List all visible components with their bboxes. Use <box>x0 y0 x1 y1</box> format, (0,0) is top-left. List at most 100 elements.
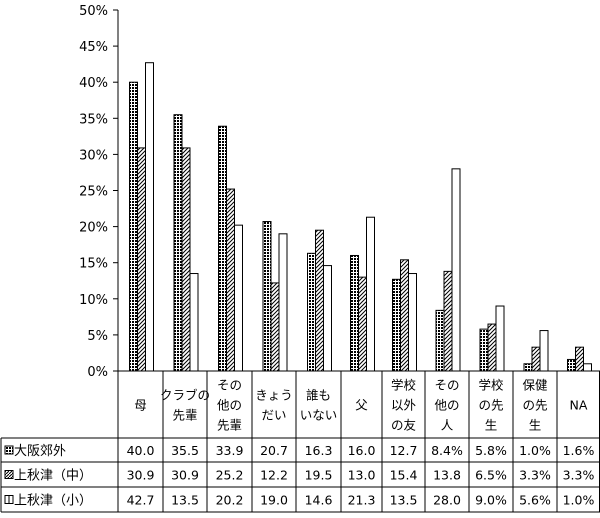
table-cell: 6.5% <box>475 468 507 483</box>
bar <box>408 273 417 372</box>
category-label-line: 以外 <box>391 398 417 413</box>
bar <box>523 363 533 372</box>
category-label-line: NA <box>570 398 588 413</box>
bar <box>531 346 541 372</box>
y-tick-label: 50% <box>79 4 108 19</box>
legend-swatch <box>4 445 14 455</box>
bar <box>575 346 584 372</box>
category-label-line: 生 <box>529 418 542 433</box>
table-cell: 42.7 <box>127 493 155 508</box>
category-label-line: 先輩 <box>172 408 197 423</box>
bar <box>358 276 367 372</box>
table-cell: 30.9 <box>127 468 155 483</box>
category-label-line: 他の <box>217 398 242 413</box>
series-name: 上秋津（中） <box>14 469 92 484</box>
bar <box>315 229 324 372</box>
table-cell: 13.8 <box>433 468 461 483</box>
category-label: 母 <box>134 398 147 413</box>
table-cell: 12.7 <box>390 443 418 458</box>
category-label-line: クラブの <box>160 388 210 403</box>
table-cell: 5.6% <box>519 493 551 508</box>
category-label-line: 誰も <box>306 388 331 403</box>
bar <box>487 323 497 372</box>
bar <box>145 62 154 372</box>
bar <box>451 168 461 372</box>
table-cell: 16.3 <box>305 443 333 458</box>
category-label-line: 人 <box>441 418 454 433</box>
category-label-line: の先 <box>522 398 547 413</box>
bar <box>226 188 235 372</box>
category-label-line: 先輩 <box>217 418 242 433</box>
table-cell: 20.2 <box>216 493 244 508</box>
bar <box>392 278 401 372</box>
category-label-line: 学校 <box>391 378 417 393</box>
category-label: NA <box>570 398 588 413</box>
table-cell: 19.0 <box>260 493 288 508</box>
y-tick-label: 45% <box>79 40 108 55</box>
table-cell: 28.0 <box>433 493 461 508</box>
bar <box>400 259 409 372</box>
y-tick-label: 25% <box>79 185 108 200</box>
y-tick-label: 15% <box>79 257 108 272</box>
table-cell: 8.4% <box>431 443 463 458</box>
table-cell: 33.9 <box>216 443 244 458</box>
category-label-line: 生 <box>485 418 498 433</box>
category-label: 父 <box>355 398 368 413</box>
bar <box>366 216 375 372</box>
bar <box>270 282 280 372</box>
table-cell: 20.7 <box>260 443 288 458</box>
bar <box>262 221 272 372</box>
bar <box>307 252 316 372</box>
table-cell: 5.8% <box>475 443 507 458</box>
bar <box>278 233 288 372</box>
y-tick-label: 20% <box>79 221 108 236</box>
bar <box>181 147 191 372</box>
category-label-line: 父 <box>355 398 368 413</box>
legend-swatch <box>4 470 14 479</box>
bar <box>323 265 332 372</box>
category-label-line: 母 <box>134 398 147 413</box>
table-cell: 12.2 <box>260 468 288 483</box>
table-cell: 30.9 <box>171 468 199 483</box>
table-cell: 1.6% <box>563 443 595 458</box>
category-label-line: いない <box>300 408 338 423</box>
bar <box>539 330 549 372</box>
bar <box>137 147 146 372</box>
y-tick-label: 10% <box>79 293 108 308</box>
bar <box>189 273 199 372</box>
bar <box>443 270 453 372</box>
bar <box>218 125 227 372</box>
y-axis: 0% 5% 10% 15% 20% 25% 30% 35% 40% 45% 50% <box>79 4 119 380</box>
category-label-line: その <box>217 378 242 393</box>
table-cell: 14.6 <box>305 493 333 508</box>
table-cell: 19.5 <box>305 468 333 483</box>
y-tick-label: 5% <box>87 329 108 344</box>
table-cell: 16.0 <box>348 443 376 458</box>
category-label-line: 他の <box>434 398 459 413</box>
bar <box>495 305 505 372</box>
bar <box>173 114 183 372</box>
bar <box>479 328 489 372</box>
category-label-line: の友 <box>391 418 416 433</box>
table-cell: 13.5 <box>390 493 418 508</box>
y-tick-label: 35% <box>79 112 108 127</box>
table-cell: 1.0% <box>563 493 595 508</box>
y-tick-label: 40% <box>79 76 108 91</box>
table-cell: 3.3% <box>563 468 595 483</box>
table-cell: 13.0 <box>348 468 376 483</box>
category-label-line: きょう <box>255 388 293 403</box>
data-table: 母クラブの先輩その他の先輩きょうだい誰もいない父学校以外の友その他の人学校の先生… <box>0 370 600 513</box>
category-label-line: その <box>434 378 459 393</box>
category-label-line: だい <box>261 408 286 423</box>
category-label-line: 学校 <box>478 378 504 393</box>
bar <box>583 363 592 372</box>
y-tick-label: 30% <box>79 148 108 163</box>
